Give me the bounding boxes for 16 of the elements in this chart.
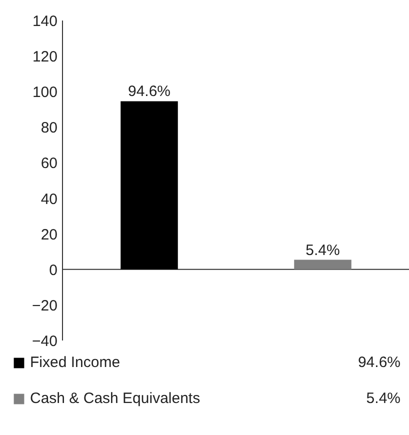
data-label: 94.6% [128,83,171,100]
text: 94.6% [358,354,401,371]
y-tick-label: −20 [32,297,58,314]
y-tick-label: 80 [40,120,58,137]
legend-label: Cash & Cash Equivalents [30,388,200,408]
text: 5.4% [366,390,401,407]
data-label: 5.4% [306,242,340,259]
legend-label: Fixed Income [30,352,120,372]
y-tick-label: 120 [32,48,58,66]
y-tick-label: −40 [32,333,58,350]
y-tick-label: 100 [32,84,58,102]
y-tick-label: 140 [32,13,58,30]
y-tick-label: 40 [40,190,58,208]
y-tick-label: 20 [40,226,58,244]
y-tick-label: 60 [40,155,58,172]
y-tick-label: 0 [49,262,58,279]
